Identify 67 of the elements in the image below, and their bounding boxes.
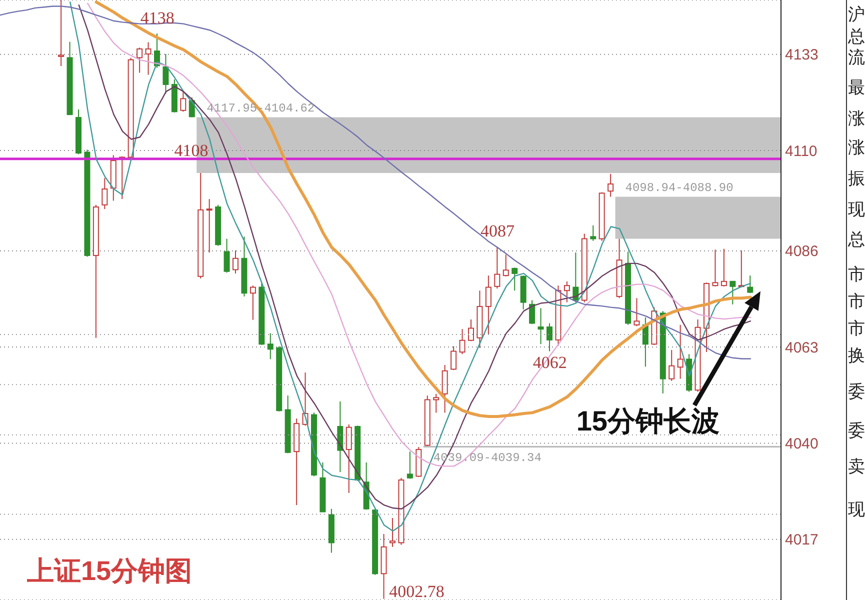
candlestick [459,328,466,355]
candlestick [442,364,448,414]
y-tick-label: 4063 [785,339,818,356]
text: 涨 [848,109,865,129]
band-label: 4098.94-4088.90 [625,180,734,195]
candlestick [712,249,718,287]
candlestick [485,275,492,335]
text: 涨 [848,138,865,158]
candlestick [668,349,675,382]
text: 沪 [848,5,865,25]
candlestick [390,518,396,548]
candlestick [450,346,457,371]
candlestick [538,308,544,345]
candlestick [406,451,413,480]
text: 流 [848,48,865,68]
annotation: 4138 [140,8,174,28]
text: 振 [848,169,865,189]
text: 上证15分钟图 [27,555,192,587]
text: 换 [848,346,865,366]
candlestick [494,246,500,289]
candlestick [337,400,344,473]
candlestick [468,318,474,342]
candlestick [502,254,509,277]
text: 市 [848,265,865,285]
candlestick [730,280,736,305]
candlestick [232,250,238,274]
candlestick [546,322,552,352]
y-tick-label: 4086 [785,243,818,260]
text: 委 [848,421,865,441]
text: 现 [848,500,865,520]
text: 最 [848,78,865,98]
text: 现 [848,200,865,220]
candlestick [512,267,518,292]
candlestick [608,173,614,198]
candlestick [250,285,256,320]
annotation: 15分钟长波 [576,405,720,436]
annotation: 4062 [532,353,567,372]
candlestick [634,298,640,327]
candlestick [564,280,570,303]
candlestick [529,300,536,325]
ref-line-label: 4108 [174,140,208,160]
candlestick [677,324,684,380]
y-tick-label: 4110 [785,142,818,160]
candlestick [433,393,440,414]
candlestick [136,47,143,74]
candlestick [267,332,274,360]
text: 卖 [848,457,865,477]
candlestick [162,53,169,94]
candlestick [102,178,108,210]
candlestick [720,248,727,287]
candlestick [590,224,596,242]
text: 总 [848,27,865,47]
annotation: 4087 [480,222,516,241]
text: 委 [848,382,865,402]
candlestick [224,238,230,274]
candlestick [747,275,754,294]
text: 总 [848,230,865,250]
candlestick [206,198,212,254]
y-tick-label: 4133 [785,46,818,64]
text: 市 [848,319,865,339]
candlestick [145,42,152,76]
annotation: 4002.78 [389,582,444,600]
candlestick [346,424,352,494]
candlestick [180,91,186,112]
y-tick-label: 4040 [785,436,818,453]
text: 市 [848,292,865,312]
y-tick-label: 4017 [785,532,818,549]
